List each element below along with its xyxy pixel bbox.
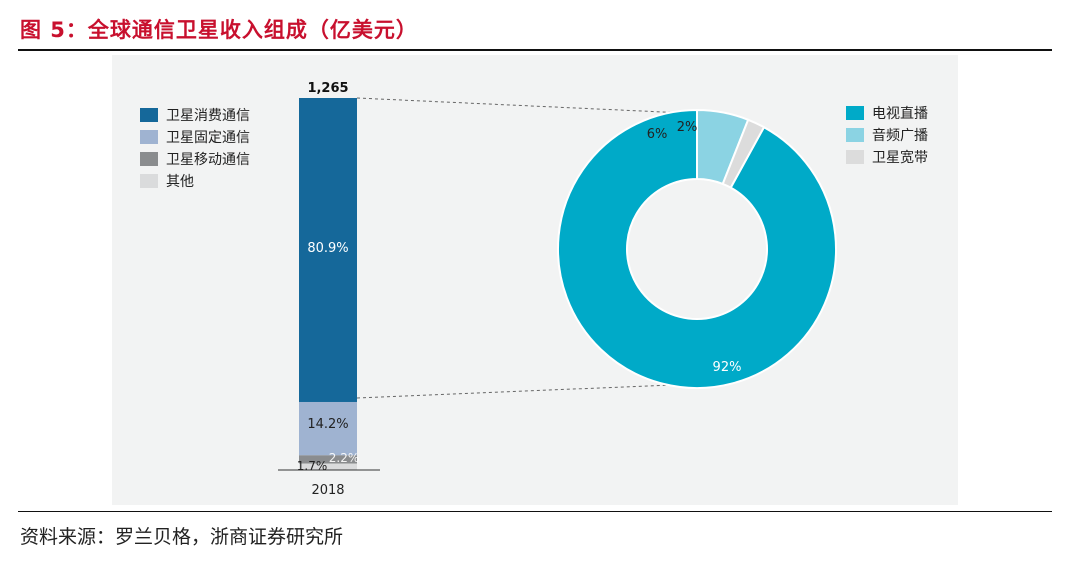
bar-category-label: 2018 [311,483,344,498]
legend-swatch-radio [846,128,864,142]
legend-swatch-fixed [140,130,158,144]
donut-label-tv: 92% [713,360,742,375]
stacked-bar [299,98,357,470]
donut-label-broadband: 2% [677,120,698,135]
legend-swatch-broadband [846,150,864,164]
legend-label-tv: 电视直播 [872,105,928,122]
legend-label-radio: 音频广播 [872,127,928,144]
connector-bottom [357,384,695,398]
bar-total-label: 1,265 [307,81,348,96]
connector-top [357,98,685,113]
legend-label-consumer: 卫星消费通信 [166,108,250,124]
donut-legend: 电视直播 音频广播 卫星宽带 [846,105,928,166]
source-note: 资料来源：罗兰贝格，浙商证券研究所 [20,522,343,549]
bar-label-mobile: 2.2% [329,451,360,465]
legend-label-broadband: 卫星宽带 [872,149,928,166]
legend-swatch-consumer [140,108,158,122]
legend-label-fixed: 卫星固定通信 [166,130,250,146]
bar-legend: 卫星消费通信 卫星固定通信 卫星移动通信 其他 [140,108,250,190]
legend-swatch-other [140,174,158,188]
bar-label-consumer: 80.9% [307,241,348,256]
source-divider [18,511,1052,512]
legend-swatch-mobile [140,152,158,166]
legend-label-mobile: 卫星移动通信 [166,152,250,168]
chart-svg: 1,265 2018 80.9% 14.2% 2.2% 1.7% 卫星消费通信 … [0,0,1080,567]
donut-chart [558,110,836,388]
legend-label-other: 其他 [166,174,194,190]
donut-label-radio: 6% [647,127,668,142]
bar-label-fixed: 14.2% [307,417,348,432]
legend-swatch-tv [846,106,864,120]
bar-label-other: 1.7% [297,459,328,473]
